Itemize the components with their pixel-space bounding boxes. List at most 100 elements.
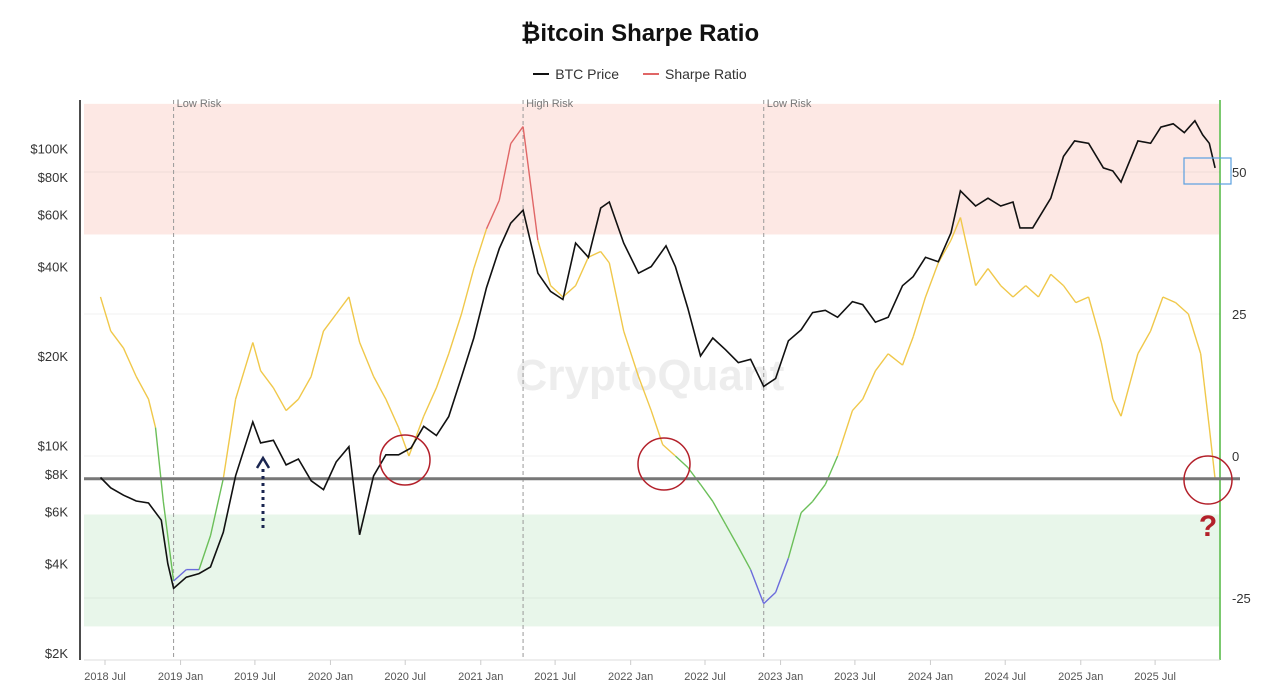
sharpe-ratio-segment [408,415,425,457]
question-mark: ? [1199,510,1217,543]
sharpe-ratio-segment [749,569,765,604]
highlight-circle [1183,455,1233,505]
sharpe-ratio-segment [335,296,350,315]
y-left-tick-label: $2K [45,646,68,661]
sharpe-ratio-segment [1162,296,1176,304]
y-left-tick-label: $80K [38,170,69,185]
sharpe-ratio-segment [1187,313,1202,354]
x-tick-label: 2023 Jan [758,671,803,683]
sharpe-ratio-segment [724,523,739,548]
sharpe-ratio-segment [135,376,150,400]
x-tick-label: 2022 Jul [684,671,726,683]
chart-title: ₿itcoin Sharpe Ratio [520,20,760,47]
sharpe-ratio-segment [260,370,274,389]
sharpe-ratio-segment [975,268,989,287]
y-left-tick-label: $20K [38,349,69,364]
sharpe-ratio-segment [562,285,577,298]
y-left-tick-label: $8K [45,467,68,482]
sharpe-ratio-segment [650,410,664,445]
sharpe-ratio-segment [699,483,714,502]
sharpe-ratio-segment [397,427,410,457]
sharpe-ratio-segment [937,239,952,264]
y-left-tick-label: $10K [38,438,69,453]
highlight-circle [637,437,691,491]
sharpe-ratio-segment [887,353,903,366]
sharpe-ratio-segment [737,546,752,570]
sharpe-ratio-segment [787,512,802,559]
sharpe-ratio-segment [1208,427,1216,479]
x-tick-label: 2020 Jan [308,671,353,683]
sharpe-ratio-segment [222,399,237,479]
sharpe-ratio-segment [851,398,864,412]
x-tick-label: 2019 Jul [234,671,276,683]
x-tick-label: 2019 Jan [158,671,203,683]
sharpe-ratio-segment [1120,353,1139,417]
y-left-tick-label: $60K [38,207,69,222]
sharpe-ratio-segment [198,535,212,570]
sharpe-ratio-segment [588,250,601,258]
y-right-tick-label: 0 [1232,449,1239,464]
x-tick-label: 2021 Jan [458,671,503,683]
sharpe-ratio-segment [435,353,450,389]
risk-band [84,103,1220,235]
x-tick-label: 2022 Jan [608,671,653,683]
sharpe-ratio-segment [674,455,689,468]
sharpe-ratio-segment [498,143,512,201]
sharpe-ratio-segment [348,296,361,343]
sharpe-ratio-segment [987,268,1002,287]
sharpe-ratio-segment [812,483,826,502]
x-tick-label: 2025 Jan [1058,671,1103,683]
x-tick-label: 2018 Jul [84,671,126,683]
risk-band [84,514,1220,627]
sharpe-ratio-segment [959,217,977,286]
x-tick-label: 2020 Jul [384,671,426,683]
sharpe-ratio-segment [1062,285,1077,304]
sharpe-ratio-segment [1075,296,1089,304]
sharpe-ratio-segment [874,353,889,372]
sharpe-ratio-segment [510,126,524,145]
sharpe-ratio-segment [1100,342,1114,400]
sharpe-ratio-segment [912,296,927,337]
legend-item-sharpe-ratio[interactable]: Sharpe Ratio [642,66,747,82]
sharpe-ratio-segment [522,126,539,241]
x-tick-label: 2025 Jul [1134,671,1176,683]
sharpe-ratio-segment [574,256,590,286]
sharpe-ratio-segment [448,313,463,354]
highlight-circle [379,434,431,486]
sharpe-ratio-segment [460,268,475,315]
sharpe-ratio-segment [297,376,312,400]
arrow-head-icon [255,455,271,469]
sharpe-ratio-segment [272,387,287,411]
sharpe-ratio-segment [147,399,157,428]
legend-swatch [533,73,550,75]
sharpe-ratio-segment [1137,330,1152,355]
sharpe-ratio-segment [550,285,564,298]
y-left-tick-label: $4K [45,557,68,572]
x-tick-label: 2021 Jul [534,671,576,683]
legend-label: BTC Price [555,66,620,82]
sharpe-ratio-segment [950,217,962,241]
sharpe-ratio-segment [623,330,640,377]
sharpe-ratio-segment [358,342,375,377]
sharpe-ratio-segment [209,478,224,536]
sharpe-ratio-segment [836,410,854,457]
sharpe-ratio-segment [608,262,625,332]
y-left-tick-label: $100K [30,141,68,156]
sharpe-ratio-segment [1012,285,1027,298]
sharpe-ratio-segment [322,313,337,332]
y-left-tick-label: $40K [38,260,69,275]
sharpe-ratio-segment [1087,296,1102,343]
sharpe-ratio-segment [473,228,488,269]
sharpe-ratio-segment [637,376,652,411]
sharpe-ratio-segment [385,398,400,428]
legend[interactable]: BTC Price Sharpe Ratio [0,62,1280,82]
sharpe-ratio-segment [423,387,438,417]
x-tick-label: 2024 Jan [908,671,953,683]
sharpe-ratio-segment [372,376,387,400]
sharpe-ratio-segment [924,262,939,298]
legend-item-btc-price[interactable]: BTC Price [533,66,619,82]
sharpe-ratio-segment [310,330,325,377]
sharpe-ratio-segment [901,336,914,366]
annotation-label: Low Risk [177,98,222,110]
sharpe-ratio-segment [763,591,777,605]
